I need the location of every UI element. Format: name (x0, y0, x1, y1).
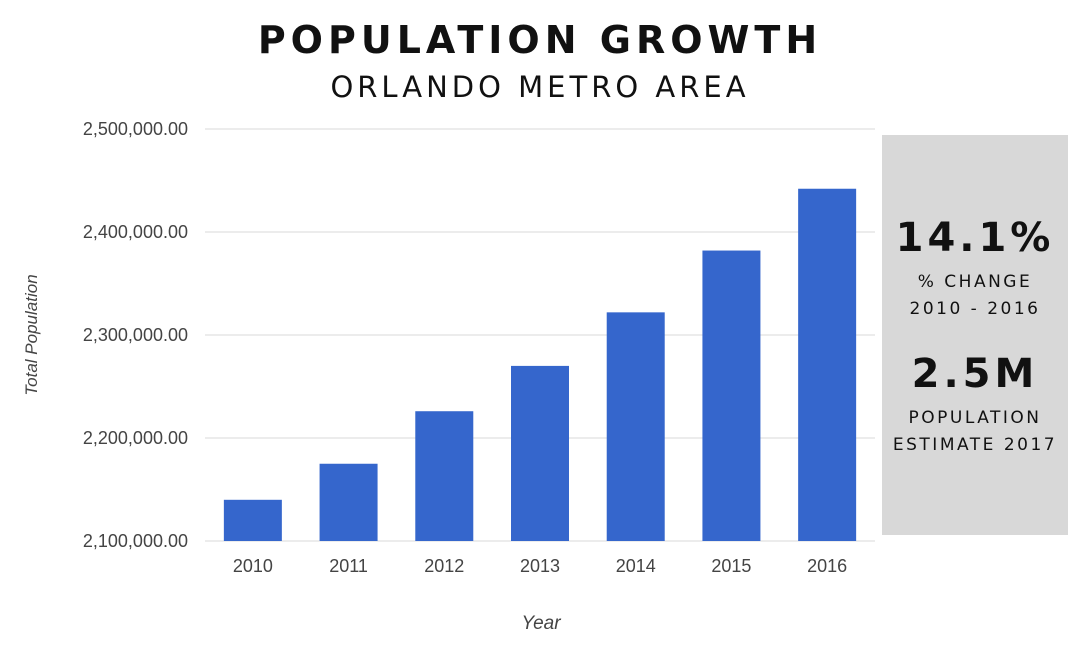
bar (223, 499, 282, 541)
population-estimate-label: POPULATION (908, 408, 1042, 428)
bar (415, 411, 474, 541)
x-tick-label: 2014 (616, 556, 656, 576)
chart-subtitle: ORLANDO METRO AREA (330, 70, 750, 104)
stats-panel: 14.1% % CHANGE 2010 - 2016 2.5M POPULATI… (882, 135, 1068, 535)
y-tick-label: 2,400,000.00 (83, 222, 188, 242)
bar (511, 365, 569, 541)
population-estimate-value: 2.5M (911, 351, 1039, 397)
population-estimate-period: ESTIMATE 2017 (892, 435, 1058, 455)
bar (702, 250, 761, 542)
y-tick-label: 2,500,000.00 (83, 119, 188, 139)
percent-change-value: 14.1% (895, 215, 1055, 261)
x-tick-label: 2016 (807, 556, 847, 576)
x-tick-label: 2011 (329, 556, 368, 576)
percent-change-period: 2010 - 2016 (909, 299, 1041, 319)
chart-title: POPULATION GROWTH (257, 18, 823, 62)
x-tick-label: 2010 (233, 556, 273, 576)
x-tick-label: 2012 (424, 556, 464, 576)
y-tick-label: 2,300,000.00 (83, 325, 188, 345)
bar (319, 463, 378, 541)
y-axis-title: Total Population (22, 274, 41, 395)
y-tick-label: 2,100,000.00 (83, 531, 188, 551)
x-axis-title: Year (521, 613, 561, 634)
y-tick-label: 2,200,000.00 (83, 428, 188, 448)
bar (606, 312, 665, 541)
x-tick-label: 2013 (520, 556, 560, 576)
percent-change-label: % CHANGE (917, 272, 1033, 292)
bar (798, 188, 857, 542)
x-tick-label: 2015 (711, 556, 751, 576)
